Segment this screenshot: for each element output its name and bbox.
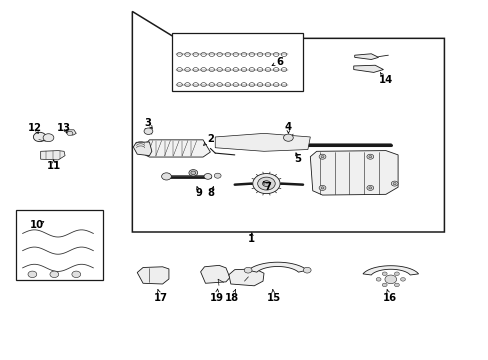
Circle shape [190, 171, 195, 175]
Circle shape [394, 283, 399, 287]
Circle shape [252, 174, 280, 194]
Text: 18: 18 [225, 293, 239, 303]
Text: 11: 11 [47, 161, 61, 171]
Polygon shape [137, 267, 168, 284]
Text: 3: 3 [144, 118, 151, 128]
Bar [16, 210, 103, 280]
Polygon shape [247, 262, 306, 272]
Polygon shape [41, 150, 65, 160]
Polygon shape [200, 265, 229, 283]
Circle shape [262, 181, 270, 186]
Circle shape [319, 185, 325, 190]
Circle shape [382, 283, 386, 287]
Circle shape [382, 272, 386, 275]
Circle shape [394, 272, 399, 275]
Circle shape [366, 154, 373, 159]
Polygon shape [353, 65, 383, 72]
Circle shape [390, 181, 397, 186]
Circle shape [214, 173, 221, 178]
Text: 9: 9 [195, 188, 202, 198]
Text: 19: 19 [209, 293, 223, 303]
Circle shape [161, 173, 171, 180]
Circle shape [257, 177, 275, 190]
Polygon shape [140, 140, 210, 157]
Text: 16: 16 [382, 293, 396, 303]
Circle shape [319, 154, 325, 159]
Bar [172, 33, 303, 91]
Circle shape [244, 267, 251, 273]
Circle shape [321, 187, 324, 189]
Text: 17: 17 [153, 293, 167, 303]
Text: 6: 6 [276, 57, 283, 67]
Circle shape [368, 156, 371, 158]
Circle shape [400, 278, 405, 281]
Circle shape [384, 275, 396, 284]
Circle shape [375, 278, 380, 281]
Circle shape [43, 134, 54, 141]
Text: 10: 10 [30, 220, 44, 230]
Polygon shape [310, 150, 397, 195]
Text: 13: 13 [57, 123, 71, 133]
Polygon shape [215, 134, 310, 151]
Text: 1: 1 [248, 234, 255, 244]
Polygon shape [133, 142, 152, 156]
Text: 5: 5 [294, 154, 301, 164]
Polygon shape [132, 12, 444, 232]
Text: 12: 12 [28, 123, 42, 133]
Circle shape [283, 134, 293, 141]
Circle shape [33, 132, 46, 141]
Text: 7: 7 [264, 182, 271, 192]
Circle shape [67, 131, 73, 135]
Circle shape [368, 187, 371, 189]
Polygon shape [228, 269, 264, 286]
Text: 15: 15 [266, 293, 280, 303]
Circle shape [144, 128, 153, 134]
Circle shape [203, 174, 211, 179]
Circle shape [50, 271, 59, 278]
Circle shape [303, 267, 310, 273]
Text: 14: 14 [378, 75, 392, 85]
Circle shape [188, 170, 197, 176]
Polygon shape [362, 266, 418, 275]
Circle shape [72, 271, 81, 278]
Text: 2: 2 [206, 134, 213, 144]
Text: 8: 8 [207, 188, 214, 198]
Circle shape [366, 185, 373, 190]
Circle shape [392, 183, 395, 185]
Circle shape [28, 271, 37, 278]
Text: 4: 4 [284, 122, 291, 132]
Polygon shape [354, 54, 378, 59]
Polygon shape [67, 130, 76, 135]
Circle shape [321, 156, 324, 158]
